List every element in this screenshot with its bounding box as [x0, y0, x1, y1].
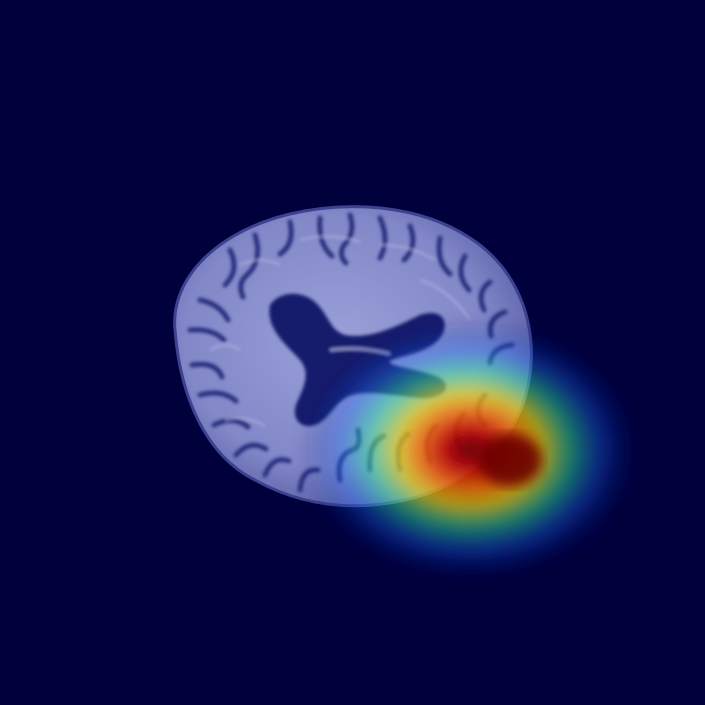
heatmap-overlay: [295, 315, 645, 585]
